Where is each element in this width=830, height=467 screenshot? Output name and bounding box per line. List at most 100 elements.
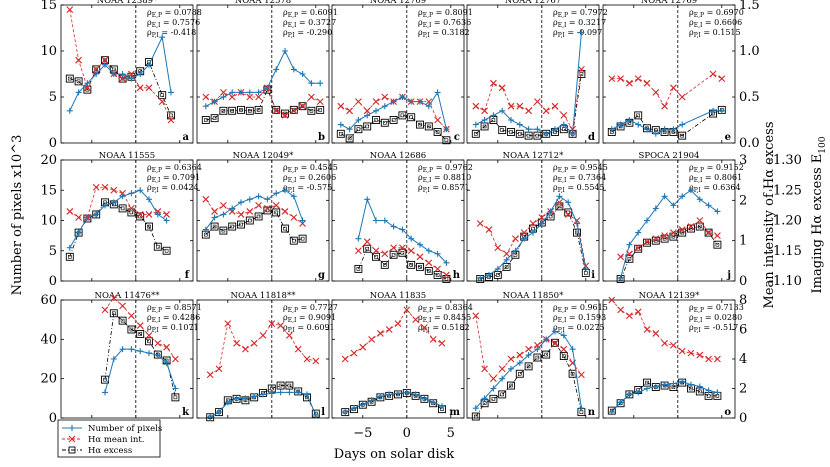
excess-marker-inner	[164, 248, 169, 253]
correlation-label: ρE,I = 0.0280	[689, 313, 742, 324]
mean-marker	[520, 229, 528, 236]
mean-marker	[626, 312, 633, 320]
pixels-marker	[202, 226, 209, 233]
mean-marker	[498, 84, 506, 92]
pixels-marker	[578, 29, 585, 36]
pixels-marker	[472, 121, 479, 128]
excess-marker	[162, 246, 171, 255]
pixels-marker	[652, 130, 659, 137]
excess-marker	[307, 106, 316, 115]
excess-marker-inner	[103, 58, 107, 63]
panel-letter: o	[724, 407, 731, 418]
mean-marker	[507, 102, 515, 110]
pixels-marker	[705, 387, 712, 394]
excess-marker	[407, 113, 416, 122]
excess-marker-inner	[76, 79, 81, 84]
y-tick-label-left: 60	[40, 293, 57, 308]
series-mean-line	[358, 241, 447, 276]
pixels-marker	[661, 126, 668, 133]
pixels-marker	[508, 365, 514, 372]
pixels-marker	[202, 103, 209, 110]
y-tick-label-mean: 1.10	[773, 274, 802, 289]
excess-marker-inner	[500, 392, 505, 397]
correlation-label: ρE,P = 0.8571	[147, 303, 202, 314]
panel-title: NOAA 12389*	[97, 0, 158, 6]
pixels-marker	[534, 346, 541, 353]
excess-marker-inner	[409, 263, 414, 267]
mean-marker	[75, 56, 82, 64]
excess-marker	[245, 106, 254, 115]
pixels-marker	[399, 226, 406, 233]
pixels-marker	[525, 352, 532, 359]
pixels-marker	[499, 375, 506, 382]
excess-marker-inner	[239, 108, 243, 112]
y-tick-label-mean: 1.20	[773, 214, 802, 229]
pixels-marker	[66, 107, 73, 114]
excess-marker	[158, 91, 167, 100]
mean-marker	[705, 355, 712, 363]
pixels-marker	[273, 66, 280, 73]
excess-marker	[136, 329, 145, 338]
excess-marker	[420, 394, 429, 403]
pixels-marker	[211, 214, 218, 221]
mean-marker	[670, 341, 677, 349]
pixels-marker	[255, 193, 262, 200]
pixels-marker	[608, 126, 615, 133]
panel-title: NOAA 12769	[641, 0, 697, 6]
pixels-marker	[670, 380, 677, 387]
excess-marker	[228, 222, 237, 231]
mean-marker	[534, 98, 541, 105]
mean-marker	[145, 211, 153, 218]
excess-marker-inner	[283, 226, 287, 231]
pixels-marker	[670, 202, 677, 209]
y-axis-label-left: Number of pixels x10^3	[10, 135, 25, 296]
pixels-marker	[381, 217, 388, 224]
correlation-label: ρP,I = 0.1515	[689, 28, 741, 39]
excess-marker-inner	[374, 255, 378, 259]
excess-marker-inner	[248, 109, 252, 113]
excess-marker-inner	[173, 395, 178, 400]
legend-marker-square	[68, 446, 76, 454]
excess-marker	[254, 212, 263, 221]
pixels-marker	[146, 196, 152, 203]
excess-marker	[416, 120, 424, 129]
pixels-marker	[543, 130, 550, 137]
excess-marker-inner	[147, 339, 151, 344]
pixels-marker	[282, 48, 288, 54]
excess-marker	[206, 413, 215, 422]
legend-label: Hα mean int.	[88, 435, 145, 445]
pixels-marker	[417, 98, 423, 105]
excess-marker-inner	[544, 352, 549, 357]
pixels-marker	[679, 193, 686, 200]
panel-letter: h	[453, 270, 461, 281]
pixels-marker	[75, 89, 82, 96]
correlation-label: ρE,P = 0.6091	[283, 8, 338, 19]
pixels-marker	[220, 94, 227, 100]
pixels-marker	[246, 89, 253, 96]
mean-marker	[250, 339, 258, 347]
pixels-marker	[224, 399, 231, 406]
pixels-marker	[477, 274, 484, 281]
excess-marker	[289, 236, 298, 245]
panel-letter: f	[185, 270, 190, 281]
mean-marker	[66, 6, 74, 13]
y-tick-label-mean: 1.15	[773, 244, 802, 259]
excess-marker-inner	[120, 76, 125, 81]
excess-marker-inner	[120, 206, 125, 211]
excess-marker-inner	[112, 311, 116, 316]
pixels-marker	[530, 229, 536, 236]
mean-marker	[128, 205, 135, 212]
excess-marker-inner	[495, 273, 500, 277]
pixels-marker	[644, 217, 650, 224]
pixels-marker	[395, 390, 401, 397]
excess-marker	[210, 222, 219, 231]
excess-marker	[559, 352, 568, 360]
pixels-marker	[351, 405, 357, 412]
excess-marker-inner	[706, 394, 711, 398]
excess-marker-inner	[636, 113, 641, 118]
mean-marker	[661, 339, 668, 347]
